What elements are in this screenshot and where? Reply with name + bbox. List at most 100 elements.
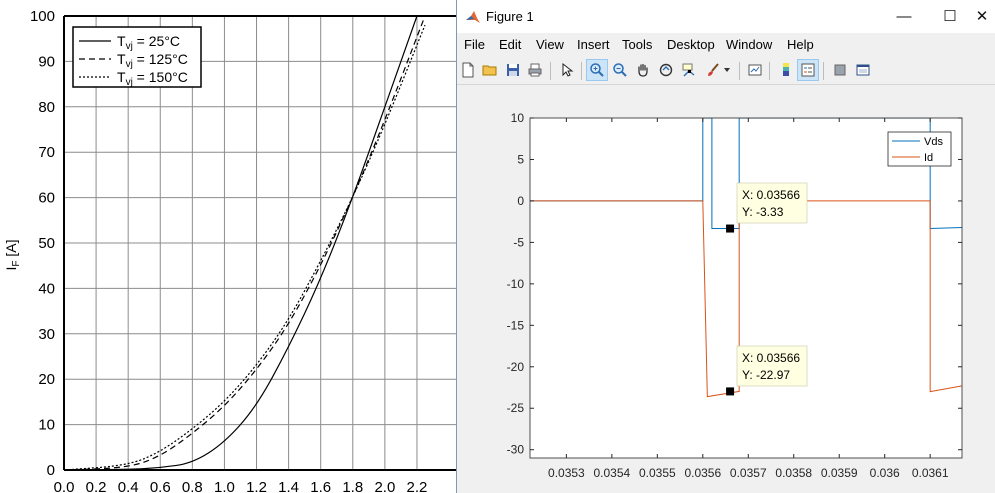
legend-entry-rest: = 25°C xyxy=(133,33,180,49)
x-tick-label: 0.6 xyxy=(150,479,171,493)
pan-button[interactable] xyxy=(632,59,654,81)
legend-entry: Tvj = 125°C xyxy=(117,51,188,70)
print-icon xyxy=(528,63,542,77)
menu-file[interactable]: File xyxy=(464,37,485,52)
legend-entry-sub: vj xyxy=(126,59,133,70)
datatip-box xyxy=(736,182,808,224)
hide-plot-tools-button[interactable] xyxy=(829,59,851,81)
datatip-marker xyxy=(726,387,735,396)
minimize-button[interactable]: — xyxy=(881,0,927,33)
zoom-out-button[interactable] xyxy=(609,59,631,81)
x-tick-label: 1.4 xyxy=(278,479,299,493)
x-tick-label: 2.2 xyxy=(407,479,428,493)
zoom-in-icon xyxy=(590,63,604,77)
x-tick-label: 1.0 xyxy=(214,479,235,493)
rotate-3d-button[interactable] xyxy=(655,59,677,81)
x-tick-label: 0.0361 xyxy=(912,466,949,480)
series-line-vds xyxy=(530,118,962,230)
figure-canvas[interactable]: 10 5 0 -5 -10 -15 -20 -25 -30 0.0353 0.0354 0.0355 0… xyxy=(457,85,995,493)
x-tick-label: 0.0359 xyxy=(821,466,858,480)
menu-help[interactable]: Help xyxy=(787,37,814,52)
x-tick-label: 0.0357 xyxy=(730,466,767,480)
menu-edit[interactable]: Edit xyxy=(499,37,522,52)
x-tick-label: 0.0356 xyxy=(684,466,721,480)
close-icon: ✕ xyxy=(975,8,989,25)
y-tick-label: 10 xyxy=(511,111,525,125)
legend-entry: Tvj = 25°C xyxy=(117,33,180,52)
series-line-id xyxy=(530,200,962,398)
y-tick-label: 50 xyxy=(38,235,55,252)
brush-dropdown-icon xyxy=(724,68,730,72)
legend-entry-main: T xyxy=(117,33,126,49)
brush-dropdown-button[interactable] xyxy=(721,59,733,81)
y-tick-label: 20 xyxy=(38,371,55,388)
y-axis-label-main: I xyxy=(3,267,19,271)
link-plot-button[interactable] xyxy=(744,59,766,81)
brush-button[interactable] xyxy=(702,59,724,81)
toolbar-separator xyxy=(739,62,740,80)
legend-entry-rest: = 125°C xyxy=(133,51,188,67)
zoom-out-icon xyxy=(613,63,627,77)
y-tick-label: 5 xyxy=(517,152,524,166)
new-figure-icon xyxy=(462,62,474,78)
y-tick-label: -15 xyxy=(507,318,525,332)
x-tick-label: 0.036 xyxy=(870,466,900,480)
close-button[interactable]: ✕ xyxy=(967,0,995,33)
menu-desktop[interactable]: Desktop xyxy=(667,37,715,52)
insert-legend-icon xyxy=(801,63,815,77)
insert-colorbar-icon xyxy=(783,63,789,76)
y-axis-label-unit: [A] xyxy=(3,239,19,260)
insert-colorbar-button[interactable] xyxy=(775,59,797,81)
legend-entry-sub: vj xyxy=(126,41,133,52)
pan-hand-icon xyxy=(638,63,648,77)
datatip-marker xyxy=(726,224,735,233)
x-tick-label: 0.4 xyxy=(118,479,139,493)
menu-window[interactable]: Window xyxy=(726,37,773,52)
save-icon xyxy=(507,64,519,76)
y-tick-label: 90 xyxy=(38,53,55,70)
y-tick-label: 0 xyxy=(47,462,55,479)
y-tick-label: 70 xyxy=(38,144,55,161)
x-tick-label: 0.0358 xyxy=(775,466,812,480)
print-button[interactable] xyxy=(524,59,546,81)
axes-background xyxy=(530,118,962,458)
diode-forward-characteristic-chart: 0 10 20 30 40 50 60 70 80 90 100 0.0 0.2 0.4 0.6 0.8 1.0… xyxy=(0,0,456,493)
x-tick-label: 1.6 xyxy=(310,479,331,493)
datatip-y: Y: -22.97 xyxy=(742,368,790,382)
figure-axes-svg[interactable]: 10 5 0 -5 -10 -15 -20 -25 -30 0.0353 0.0354 0.0355 0… xyxy=(457,85,995,493)
legend-entry-main: T xyxy=(117,69,126,85)
y-tick-label: 40 xyxy=(38,280,55,297)
window-titlebar[interactable]: Figure 1 — ☐ ✕ xyxy=(457,0,995,34)
menu-view[interactable]: View xyxy=(536,37,564,52)
legend-entry-rest: = 150°C xyxy=(133,69,188,85)
show-plot-tools-button[interactable] xyxy=(852,59,874,81)
y-axis-label: IF [A] xyxy=(3,239,22,270)
toolbar-separator xyxy=(769,62,770,80)
x-tick-label: 1.8 xyxy=(342,479,363,493)
y-axis-label-sub: F xyxy=(11,261,22,267)
figure-toolbar xyxy=(457,57,995,85)
zoom-in-button[interactable] xyxy=(586,59,608,81)
open-file-button[interactable] xyxy=(479,59,501,81)
series-line-2 xyxy=(63,24,426,471)
menu-insert[interactable]: Insert xyxy=(577,37,610,52)
data-cursor-button[interactable] xyxy=(678,59,700,81)
menu-tools[interactable]: Tools xyxy=(622,37,653,52)
figure-window[interactable]: Figure 1 — ☐ ✕ File Edit View Insert Too… xyxy=(456,0,995,493)
y-tick-label: -30 xyxy=(507,443,525,457)
maximize-button[interactable]: ☐ xyxy=(927,0,973,33)
legend-entry-main: T xyxy=(117,51,126,67)
legend-entry: Tvj = 150°C xyxy=(117,69,188,88)
edit-plot-button[interactable] xyxy=(556,59,578,81)
axes-frame xyxy=(529,117,963,459)
datatip-box xyxy=(736,345,808,387)
x-tick-label: 0.8 xyxy=(182,479,203,493)
new-figure-button[interactable] xyxy=(457,59,479,81)
y-tick-label: 80 xyxy=(38,99,55,116)
datatip-x: X: 0.03566 xyxy=(742,351,800,365)
x-tick-label: 0.0355 xyxy=(639,466,676,480)
y-tick-label: 0 xyxy=(517,194,524,208)
save-button[interactable] xyxy=(502,59,524,81)
insert-legend-button[interactable] xyxy=(797,59,819,81)
datatip-x: X: 0.03566 xyxy=(742,188,800,202)
